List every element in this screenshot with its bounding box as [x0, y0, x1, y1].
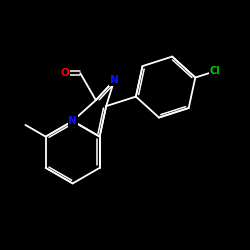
- Text: O: O: [60, 68, 69, 78]
- Text: Cl: Cl: [209, 66, 220, 76]
- Text: N: N: [68, 116, 77, 126]
- Text: N: N: [110, 75, 119, 85]
